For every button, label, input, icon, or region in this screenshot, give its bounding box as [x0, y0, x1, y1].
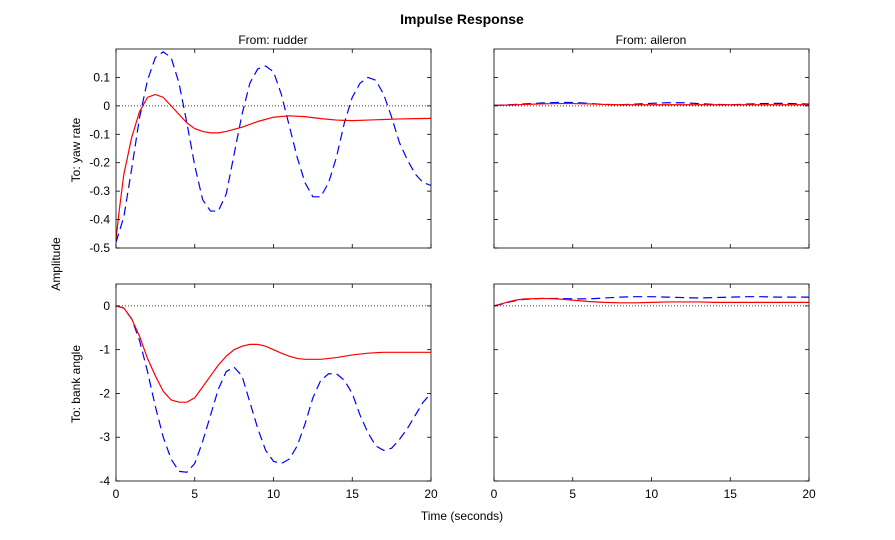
series-line-dashed-r1c2: [494, 101, 809, 106]
x-tick-label: 5: [191, 487, 198, 501]
x-tick-label: 20: [802, 487, 816, 501]
y-tick-label: -0.4: [89, 213, 110, 227]
subplot-r2c2: 0 5 10 15 20: [491, 283, 816, 501]
series-line-dashed-r1c1: [116, 51, 431, 243]
subplot-r1c1: -0.5 -0.4 -0.3 -0.2 -0.1 0 0.1: [89, 48, 432, 255]
column-title-aileron: From: aileron: [616, 33, 687, 47]
y-tick-label: -0.3: [89, 184, 110, 198]
y-tick-label: -1: [99, 343, 110, 357]
x-axis-label: Time (seconds): [421, 509, 503, 523]
subplot-r1c2: [493, 48, 810, 249]
y-tick-label: -0.2: [89, 156, 110, 170]
subplot-r2c1: 0 5 10 15 20 -4 -3 -2 -1 0: [99, 283, 438, 501]
y-tick-label: -2: [99, 386, 110, 400]
y-tick-label: -4: [99, 474, 110, 488]
chart-title: Impulse Response: [400, 11, 524, 27]
x-tick-label: 15: [724, 487, 738, 501]
x-tick-label: 0: [113, 487, 120, 501]
y-tick-label: -3: [99, 430, 110, 444]
axes-frame: [115, 283, 432, 482]
series-line-dashed-r2c1: [116, 305, 431, 473]
y-axis-label: Amplitude: [49, 237, 63, 291]
x-tick-label: 10: [645, 487, 659, 501]
series-line-solid-r2c2: [494, 297, 809, 307]
axes-frame: [115, 48, 432, 249]
y-tick-label: 0: [103, 99, 110, 113]
series-line-solid-r2c1: [116, 305, 431, 403]
x-tick-label: 20: [424, 487, 438, 501]
x-tick-label: 10: [267, 487, 281, 501]
axes-frame: [493, 48, 810, 249]
x-tick-label: 15: [346, 487, 360, 501]
y-tick-label: -0.1: [89, 127, 110, 141]
series-line-solid-r1c2: [494, 102, 809, 106]
y-tick-label: 0: [103, 299, 110, 313]
row-title-yaw-rate: To: yaw rate: [69, 117, 83, 182]
x-tick-label: 0: [491, 487, 498, 501]
axes-frame: [493, 283, 810, 482]
y-tick-label: 0.1: [93, 70, 110, 84]
series-line-solid-r1c1: [116, 93, 431, 240]
row-title-bank-angle: To: bank angle: [69, 345, 83, 423]
x-tick-label: 5: [569, 487, 576, 501]
y-tick-label: -0.5: [89, 241, 110, 255]
column-title-rudder: From: rudder: [238, 33, 307, 47]
subplot-grid: -0.5 -0.4 -0.3 -0.2 -0.1 0 0.1 0 5 10 15 20 -4 -3 -2 -1…: [89, 48, 816, 501]
